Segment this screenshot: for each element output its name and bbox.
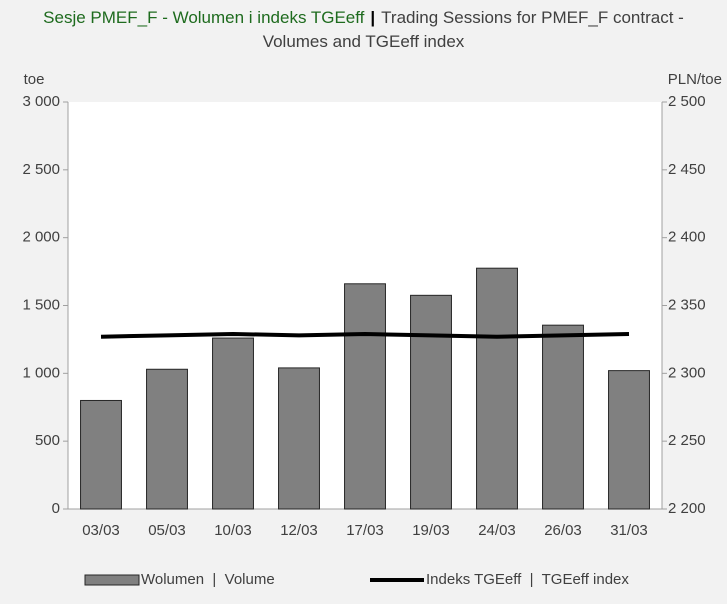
bar: [476, 267, 518, 510]
bar: [608, 370, 650, 510]
y2-tick-label: 2 200: [668, 500, 706, 517]
x-tick-label: 17/03: [346, 522, 384, 539]
y-tick-label: 1 000: [22, 364, 60, 381]
legend-swatch: [84, 574, 140, 586]
y2-tick-label: 2 500: [668, 93, 706, 110]
y-tick-label: 1 500: [22, 296, 60, 313]
bar: [212, 337, 254, 510]
y-tick-label: 2 500: [22, 161, 60, 178]
line: [100, 331, 630, 339]
y-tick-label: 2 000: [22, 229, 60, 246]
x-tick-label: 05/03: [148, 522, 186, 539]
legend-label: Wolumen | Volume: [141, 571, 275, 588]
x-tick-label: 24/03: [478, 522, 516, 539]
x-tick-label: 19/03: [412, 522, 450, 539]
y2-tick-label: 2 400: [668, 229, 706, 246]
title-en: Trading Sessions for PMEF_F contract - V…: [262, 8, 684, 51]
y2-tick-label: 2 250: [668, 432, 706, 449]
x-tick-label: 10/03: [214, 522, 252, 539]
x-tick-label: 31/03: [610, 522, 648, 539]
y2-axis-label: PLN/toe: [668, 71, 722, 88]
bar: [146, 368, 188, 510]
y-axis-label: toe: [24, 71, 45, 88]
x-tick-label: 03/03: [82, 522, 120, 539]
y-tick-label: 3 000: [22, 93, 60, 110]
title-pl: Sesje PMEF_F - Wolumen i indeks TGEeff: [43, 8, 365, 27]
x-tick-label: 12/03: [280, 522, 318, 539]
bar: [278, 367, 320, 510]
bar: [80, 399, 122, 510]
y2-tick-label: 2 450: [668, 161, 706, 178]
x-tick-label: 26/03: [544, 522, 582, 539]
bar: [410, 294, 452, 510]
bar: [542, 324, 584, 510]
y2-tick-label: 2 350: [668, 296, 706, 313]
bar: [344, 283, 386, 510]
y2-tick-label: 2 300: [668, 364, 706, 381]
chart-title: Sesje PMEF_F - Wolumen i indeks TGEeff | T…: [40, 6, 687, 54]
legend-label: Indeks TGEeff | TGEeff index: [426, 571, 629, 588]
y-tick-label: 500: [35, 432, 60, 449]
y-tick-label: 0: [52, 500, 60, 517]
title-separator: |: [370, 8, 376, 27]
